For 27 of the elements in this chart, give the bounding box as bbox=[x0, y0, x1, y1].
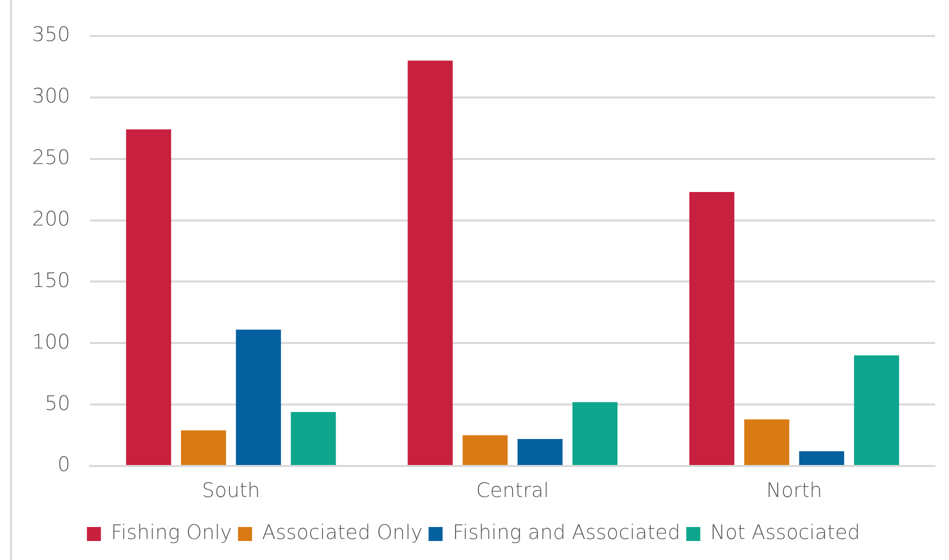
legend-label: Associated Only bbox=[262, 520, 423, 544]
bar bbox=[408, 60, 453, 465]
y-tick-label: 100 bbox=[32, 329, 70, 354]
bar bbox=[744, 419, 790, 465]
bar bbox=[689, 192, 734, 465]
bar bbox=[462, 435, 508, 465]
y-tick-label: 50 bbox=[44, 390, 70, 415]
legend-label: Fishing Only bbox=[110, 520, 232, 544]
bar bbox=[236, 330, 281, 465]
bar bbox=[572, 402, 618, 465]
bar bbox=[799, 451, 844, 465]
bar bbox=[126, 129, 172, 465]
bar bbox=[290, 412, 336, 465]
y-tick-label: 200 bbox=[32, 206, 70, 230]
x-tick-label: South bbox=[202, 478, 260, 502]
y-tick-label: 150 bbox=[32, 268, 70, 292]
y-tick-label: 300 bbox=[32, 84, 70, 108]
legend-label: Fishing and Associated bbox=[452, 520, 680, 544]
x-tick-label: Central bbox=[476, 478, 549, 502]
bar bbox=[854, 355, 900, 465]
y-tick-label: 350 bbox=[32, 22, 70, 46]
bar bbox=[181, 430, 226, 465]
x-tick-label: North bbox=[766, 478, 822, 502]
legend-label: Not Associated bbox=[710, 520, 860, 544]
y-tick-label: 250 bbox=[32, 145, 70, 170]
y-tick-label: 0 bbox=[57, 452, 70, 476]
bar bbox=[518, 438, 563, 465]
